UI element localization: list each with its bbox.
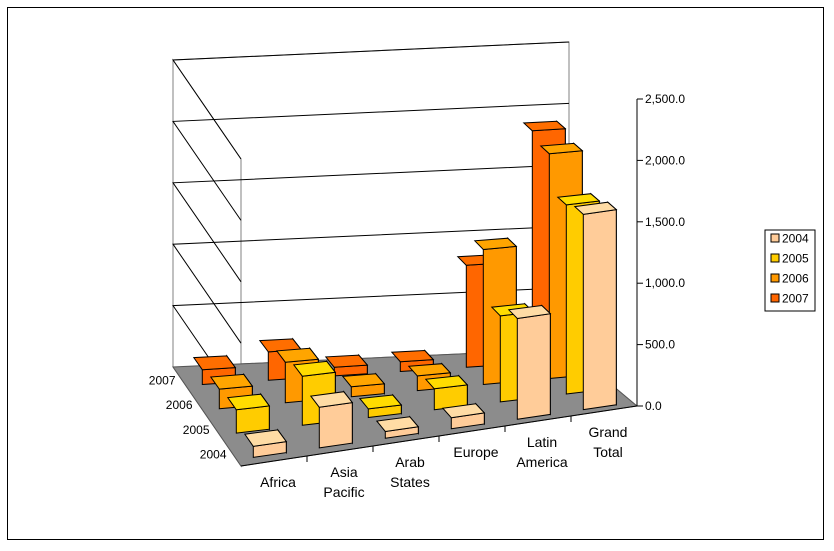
category-label: Grand Total <box>589 424 628 460</box>
legend: 2004 2005 2006 2007 <box>764 229 816 312</box>
bar-top <box>407 363 452 377</box>
bar-top <box>324 354 369 368</box>
category-label: Africa <box>260 474 296 490</box>
bar-top <box>192 355 237 371</box>
bar-top <box>358 394 403 410</box>
bar <box>226 392 271 434</box>
gridline <box>172 225 570 344</box>
gridline <box>172 41 570 160</box>
bar <box>507 304 552 420</box>
category-label: Arab States <box>390 454 430 490</box>
bar-front <box>318 402 353 449</box>
legend-swatch <box>770 273 780 283</box>
bar-top <box>507 304 552 320</box>
gridline <box>172 102 570 221</box>
bar-top <box>539 142 584 155</box>
bar-top <box>226 393 271 411</box>
legend-swatch <box>770 253 780 263</box>
bar-front <box>516 313 551 420</box>
series-axis-label: 2004 <box>200 448 227 462</box>
series-axis-label: 2006 <box>166 398 193 412</box>
bar <box>573 201 618 411</box>
legend-label: 2004 <box>782 232 809 246</box>
value-tick-label: 2,500.0 <box>645 92 685 106</box>
category-label: Asia Pacific <box>323 464 364 500</box>
legend-label: 2005 <box>782 252 809 266</box>
bar-top <box>341 373 386 388</box>
legend-label: 2006 <box>782 272 809 286</box>
legend-label: 2007 <box>782 292 809 306</box>
bar-top <box>209 373 254 390</box>
bar <box>375 415 420 439</box>
bar <box>441 402 486 430</box>
value-tick-label: 0.0 <box>645 399 662 413</box>
bar-top <box>473 237 518 251</box>
bar-top <box>556 193 601 206</box>
gridline <box>172 164 570 283</box>
value-tick-label: 1,500.0 <box>645 215 685 229</box>
bar-top <box>424 375 469 390</box>
bar-top <box>522 120 567 132</box>
category-label: Latin America <box>516 434 568 470</box>
series-axis-label: 2005 <box>183 423 210 437</box>
bar-top <box>573 201 618 215</box>
bar-front <box>582 209 617 411</box>
bar-top <box>309 391 354 408</box>
category-label: Europe <box>453 444 498 460</box>
legend-swatch <box>770 293 780 303</box>
bar-top <box>390 349 435 363</box>
bar <box>324 353 369 377</box>
bar-top <box>375 416 420 433</box>
bar <box>341 372 386 398</box>
bar <box>424 374 469 411</box>
value-tick-label: 1,000.0 <box>645 276 685 290</box>
value-tick-label: 2,000.0 <box>645 153 685 167</box>
bar-top <box>441 403 486 419</box>
bar <box>243 428 288 458</box>
bar <box>309 390 354 449</box>
bar-front <box>235 405 270 434</box>
legend-swatch <box>770 233 780 243</box>
value-tick-label: 500.0 <box>645 338 675 352</box>
bar-top <box>275 347 320 363</box>
bar <box>358 393 403 419</box>
bar-top <box>292 360 337 377</box>
series-axis-label: 2007 <box>149 373 176 387</box>
bar-top <box>243 429 288 447</box>
